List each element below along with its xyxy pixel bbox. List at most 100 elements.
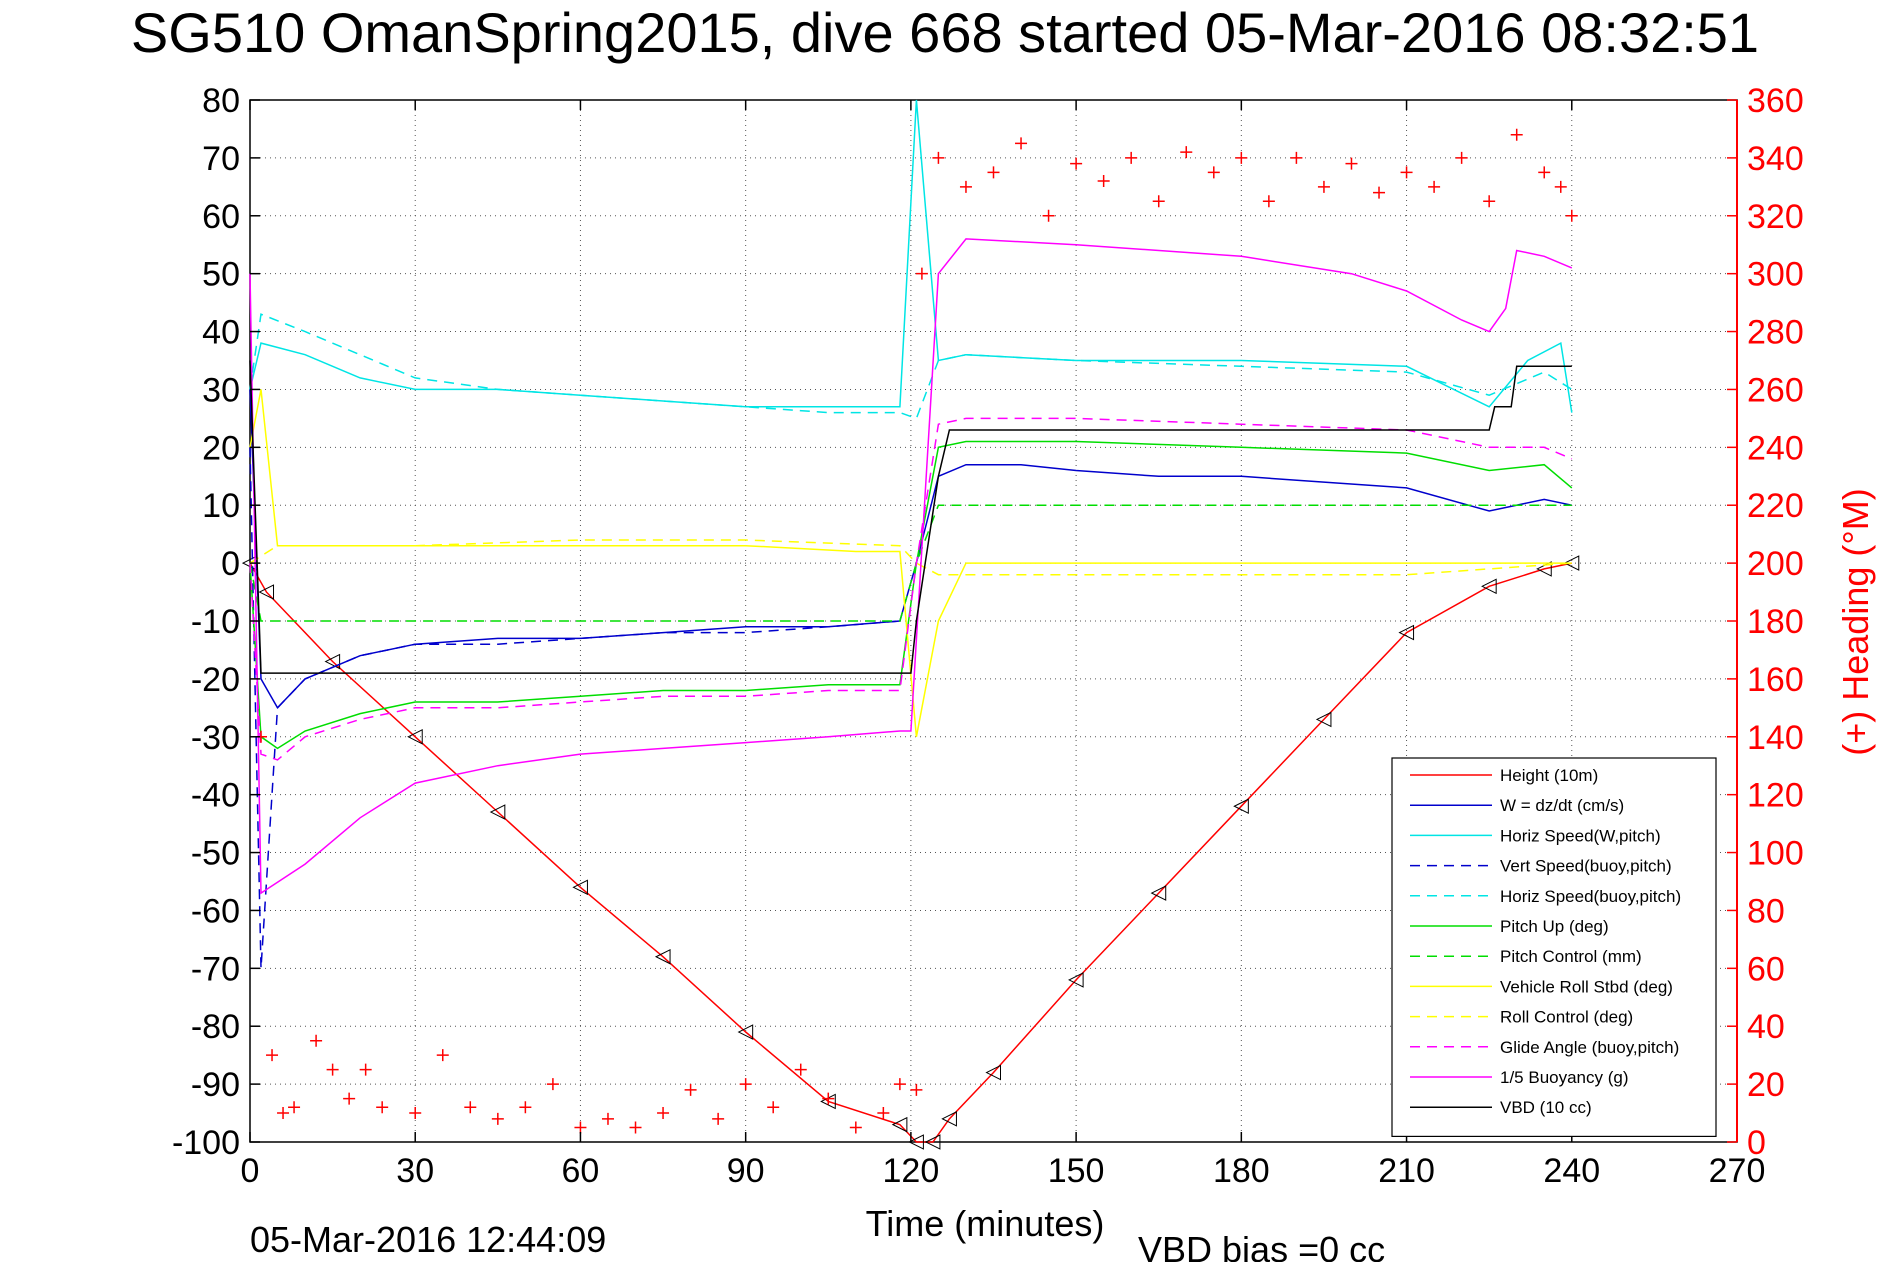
legend-label: Glide Angle (buoy,pitch) [1500,1038,1679,1057]
height-marker [1398,624,1415,641]
height-marker [924,1134,941,1150]
heading-point [877,1107,890,1120]
heading-point [1400,166,1413,179]
x-tick-label: 150 [1048,1152,1105,1190]
heading-point [546,1078,559,1091]
heading-point [1262,195,1275,208]
height-marker [1233,798,1249,815]
heading-point [915,267,928,280]
x-tick-label: 60 [562,1152,600,1190]
height-marker [1563,555,1580,571]
y-tick-label: 80 [202,82,240,120]
y-tick-label: 0 [221,545,240,583]
series-line [249,313,1573,420]
height-marker [1150,885,1167,901]
height-marker [1481,578,1497,595]
heading-point [822,1092,835,1105]
series-line [249,99,1573,413]
x-tick-label: 270 [1709,1152,1766,1190]
height-marker [324,653,341,670]
y2-tick-label: 200 [1747,545,1804,583]
y-tick-label: 10 [202,487,240,525]
y2-tick-label: 360 [1747,82,1804,120]
height-marker [407,728,423,745]
height-marker [985,1064,1001,1081]
height-marker [1067,972,1084,988]
legend: Height (10m) W = dz/dt (cm/s) Horiz Speed(… [1391,757,1717,1137]
heading-point [1070,157,1083,170]
heading-point [491,1112,504,1125]
heading-point [1125,151,1138,164]
heading-point [601,1112,614,1125]
y2-tick-label: 240 [1747,429,1804,467]
heading-point [359,1063,372,1076]
y2-tick-label: 0 [1747,1124,1766,1162]
heading-point [794,1063,807,1076]
legend-label: VBD (10 cc) [1500,1098,1592,1117]
heading-point [849,1121,862,1134]
y-tick-label: 30 [202,371,240,409]
axes: 0 30 60 90 120 150 180 210 240 270 80 70 60 50 40 30 20 1… [172,82,1804,1190]
y-tick-label: -60 [191,892,240,930]
series-line [249,238,1573,895]
legend-label: Roll Control (deg) [1500,1008,1633,1027]
legend-label: 1/5 Buoyancy (g) [1500,1068,1629,1087]
y-tick-label: -100 [172,1124,240,1162]
heading-point [657,1107,670,1120]
heading-point [959,180,972,193]
series-line [249,440,1573,750]
heading-point [519,1101,532,1114]
x-axis-label: Time (minutes) [866,1203,1105,1244]
series-layer [241,99,1580,1150]
x-tick-label: 30 [396,1152,434,1190]
x-tick-label: 180 [1213,1152,1270,1190]
heading-point [932,151,945,164]
legend-label: Horiz Speed(buoy,pitch) [1500,887,1681,906]
heading-point [436,1049,449,1062]
y-tick-label: -10 [191,603,240,641]
series-line [249,360,1572,674]
y2-tick-label: 340 [1747,140,1804,178]
heading-point [1565,209,1578,222]
y2-tick-label: 220 [1747,487,1804,525]
y2-tick-label: 100 [1747,835,1804,873]
footer-vbd-bias: VBD bias =0 cc [1138,1229,1385,1262]
y-tick-label: 70 [202,140,240,178]
y2-tick-label: 180 [1747,603,1804,641]
y-tick-label: -80 [191,1008,240,1046]
heading-point [987,166,1000,179]
heading-point [343,1092,356,1105]
heading-point [1428,180,1441,193]
height-marker [654,948,671,965]
y-tick-label: -40 [191,777,240,815]
heading-point [1290,151,1303,164]
y2-tick-label: 140 [1747,719,1804,757]
heading-point [1373,186,1386,199]
heading-point [910,1083,923,1096]
heading-point [739,1078,752,1091]
heading-point [1152,195,1165,208]
legend-box [1391,757,1717,1137]
y2-tick-label: 80 [1747,892,1785,930]
heading-point [1345,157,1358,170]
y-tick-label: 60 [202,198,240,236]
height-marker [1315,711,1332,728]
legend-label: Pitch Up (deg) [1500,917,1609,936]
y2-tick-label: 320 [1747,198,1804,236]
y2-axis-label: (+) Heading (°M) [1835,488,1876,755]
heading-point [288,1101,301,1114]
y2-tick-label: 300 [1747,256,1804,294]
height-marker [737,1024,754,1040]
heading-point [1455,151,1468,164]
heading-point [1483,195,1496,208]
heading-point [1538,166,1551,179]
x-tick-label: 90 [727,1152,765,1190]
series-line [249,447,900,969]
y2-tick-label: 280 [1747,314,1804,352]
heading-point [574,1121,587,1134]
heading-point [629,1121,642,1134]
y2-tick-label: 60 [1747,950,1785,988]
heading-point [409,1107,422,1120]
y-tick-label: 40 [202,314,240,352]
height-marker [908,1134,924,1150]
